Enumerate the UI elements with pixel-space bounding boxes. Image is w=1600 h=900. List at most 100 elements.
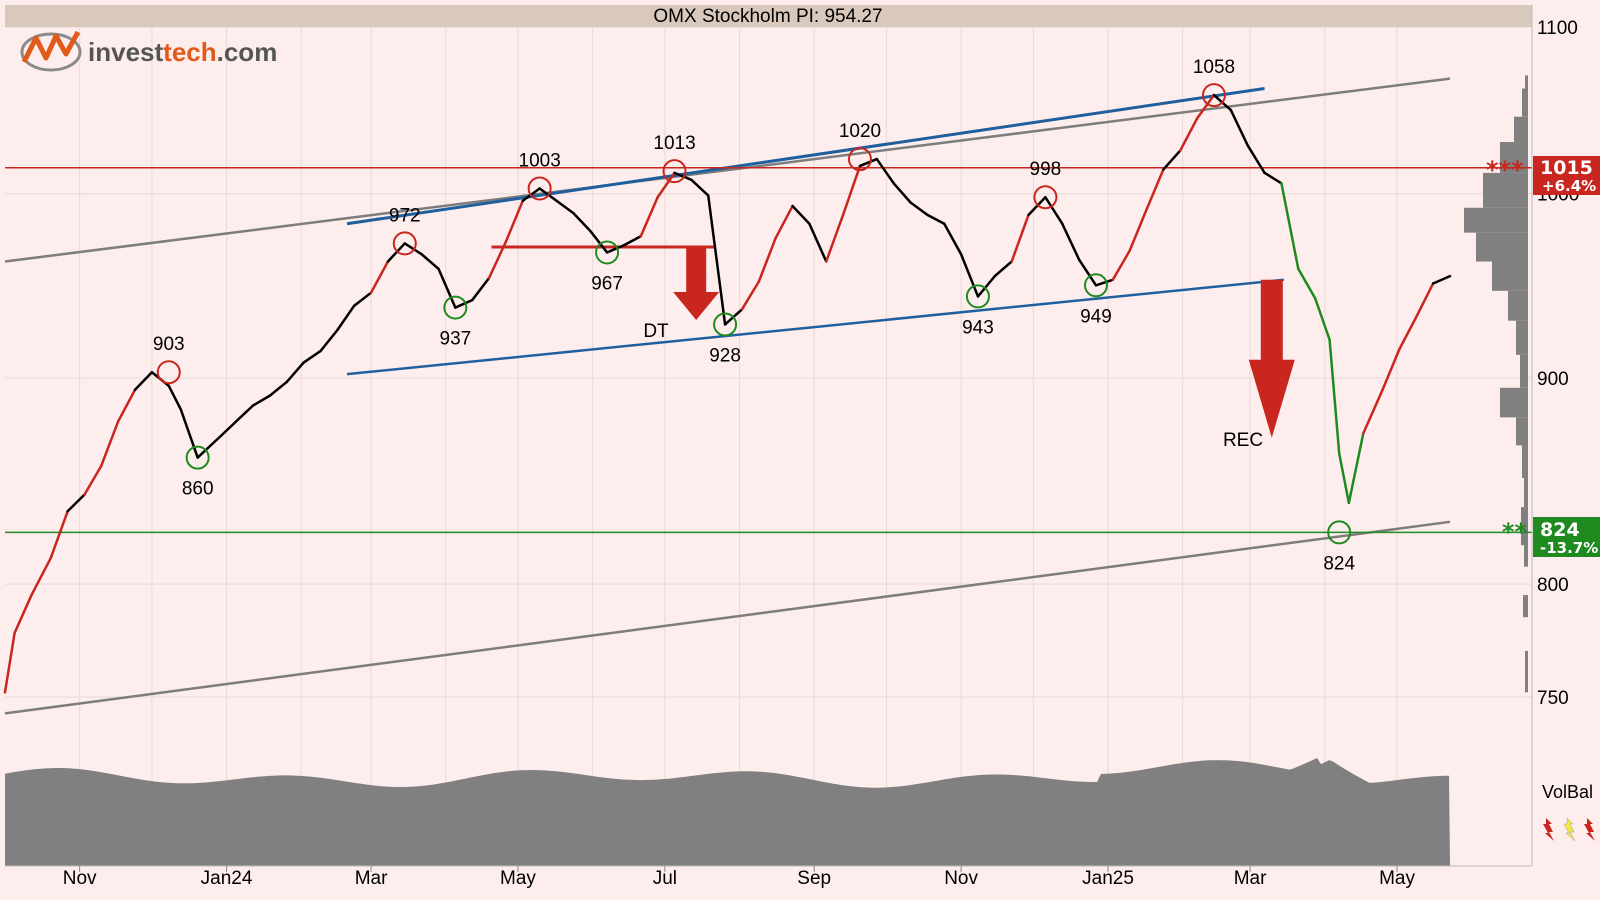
x-tick-label: Sep (797, 868, 831, 889)
price-segment (352, 291, 373, 307)
price-segment (116, 388, 137, 423)
volume-profile-bar (1524, 478, 1528, 508)
volume-profile-bar (1524, 545, 1528, 567)
resistance-value: 1015 (1540, 157, 1593, 179)
price-segment (673, 171, 693, 182)
price-segment (976, 274, 997, 298)
x-axis: Nov Jan24 Mar May Jul Sep Nov Jan25 Mar May (5, 865, 1532, 889)
annotation-dt: DT (643, 321, 669, 342)
price-segment (133, 370, 154, 392)
price-segment (470, 276, 491, 302)
volume-profile-bar (1516, 320, 1528, 355)
y-tick-label: 750 (1537, 688, 1569, 709)
swing-high-label: 1058 (1193, 57, 1235, 78)
price-segment (1027, 195, 1047, 217)
volume-profile-bar (1508, 290, 1528, 321)
y-tick-label: 800 (1537, 575, 1569, 596)
price-segment (1195, 93, 1216, 120)
swing-high-label: 972 (389, 205, 421, 226)
price-segment (1077, 258, 1098, 287)
price-segment (1280, 182, 1300, 271)
price-segment (83, 464, 103, 496)
price-segment (30, 556, 53, 597)
swing-high-marker (1033, 185, 1058, 210)
resistance-box (1533, 156, 1600, 195)
swing-high-marker (847, 147, 872, 172)
volume-profile-bar (1492, 261, 1528, 291)
price-segment (1415, 282, 1435, 319)
support-stars: ** (1502, 518, 1528, 546)
chart-title: OMX Stockholm PI: 954.27 (653, 6, 882, 27)
swing-high-label: 903 (153, 334, 185, 355)
volume-profile-bar (1520, 354, 1528, 388)
swing-high-marker (527, 176, 552, 201)
support-tag: ** 824 -13.7% (1502, 517, 1600, 557)
resistance-tag: *** 1015 +6.4% (1486, 156, 1600, 195)
price-segment (420, 252, 440, 271)
y-tick-label: 1100 (1537, 18, 1578, 39)
grid-lines (5, 26, 1532, 866)
volume-profile-bar (1525, 75, 1528, 89)
price-segment (959, 252, 980, 298)
volume-balance-label: VolBal (1542, 782, 1593, 802)
price-segment (234, 404, 255, 423)
trend-channel-upper (346, 87, 1265, 226)
resistance-change: +6.4% (1542, 177, 1596, 195)
price-segment (1297, 267, 1317, 300)
price-segment (487, 240, 508, 280)
x-tick-label: Jul (653, 868, 677, 889)
volume-profile-bar (1476, 232, 1528, 262)
volume-histogram (1464, 75, 1528, 693)
logo-text: investtech.com (88, 37, 277, 67)
price-segment (926, 213, 946, 225)
swing-high-label: 998 (1030, 159, 1062, 180)
price-segment (892, 182, 912, 204)
resistance-stars: *** (1486, 156, 1524, 184)
price-segment (639, 195, 659, 238)
swing-low-marker (713, 312, 738, 337)
swing-markers: 903 860 972 937 1003 967 1013 928 1020 943 998 949 1… (153, 57, 1356, 574)
x-tick-label: Mar (1234, 868, 1267, 889)
x-tick-label: May (1379, 868, 1415, 889)
support-change: -13.7% (1540, 539, 1598, 557)
price-segment (1337, 452, 1351, 505)
volume-profile-bar (1464, 207, 1528, 233)
price-segment (167, 384, 183, 411)
long-channel-lower (4, 520, 1451, 715)
price-segment (1381, 347, 1401, 392)
support-box (1533, 517, 1600, 557)
price-segment (875, 157, 895, 185)
volume-area (5, 758, 1450, 866)
price-segment (1061, 222, 1081, 261)
swing-low-label: 860 (182, 479, 214, 500)
price-segment (1362, 388, 1384, 435)
volume-profile-bar (1523, 595, 1528, 618)
plot-area (5, 5, 1532, 867)
volume-profile-bar (1500, 387, 1528, 418)
swing-high-label: 1020 (839, 121, 881, 142)
swing-low-label: 943 (962, 317, 994, 338)
price-segment (943, 222, 963, 256)
price-segment (841, 164, 862, 217)
swing-low-marker (965, 284, 990, 309)
price-segment (572, 211, 592, 233)
price-segment (100, 420, 120, 467)
swing-high-marker (662, 159, 687, 184)
price-segment (791, 204, 811, 225)
price-segment (437, 267, 457, 309)
price-segment (218, 420, 238, 439)
swing-low-marker (1327, 520, 1352, 545)
price-segment (1128, 208, 1148, 252)
swing-high-label: 1013 (653, 133, 695, 154)
price-segment (808, 222, 828, 263)
swing-low-marker (595, 240, 620, 265)
price-segment (774, 204, 794, 240)
price-segment (196, 436, 221, 459)
volume-profile-bar (1522, 88, 1528, 117)
swing-high-marker (392, 231, 417, 256)
long-channel-upper (4, 77, 1451, 263)
price-segment (336, 304, 356, 332)
price-segment (66, 493, 86, 513)
price-segment (386, 242, 407, 263)
